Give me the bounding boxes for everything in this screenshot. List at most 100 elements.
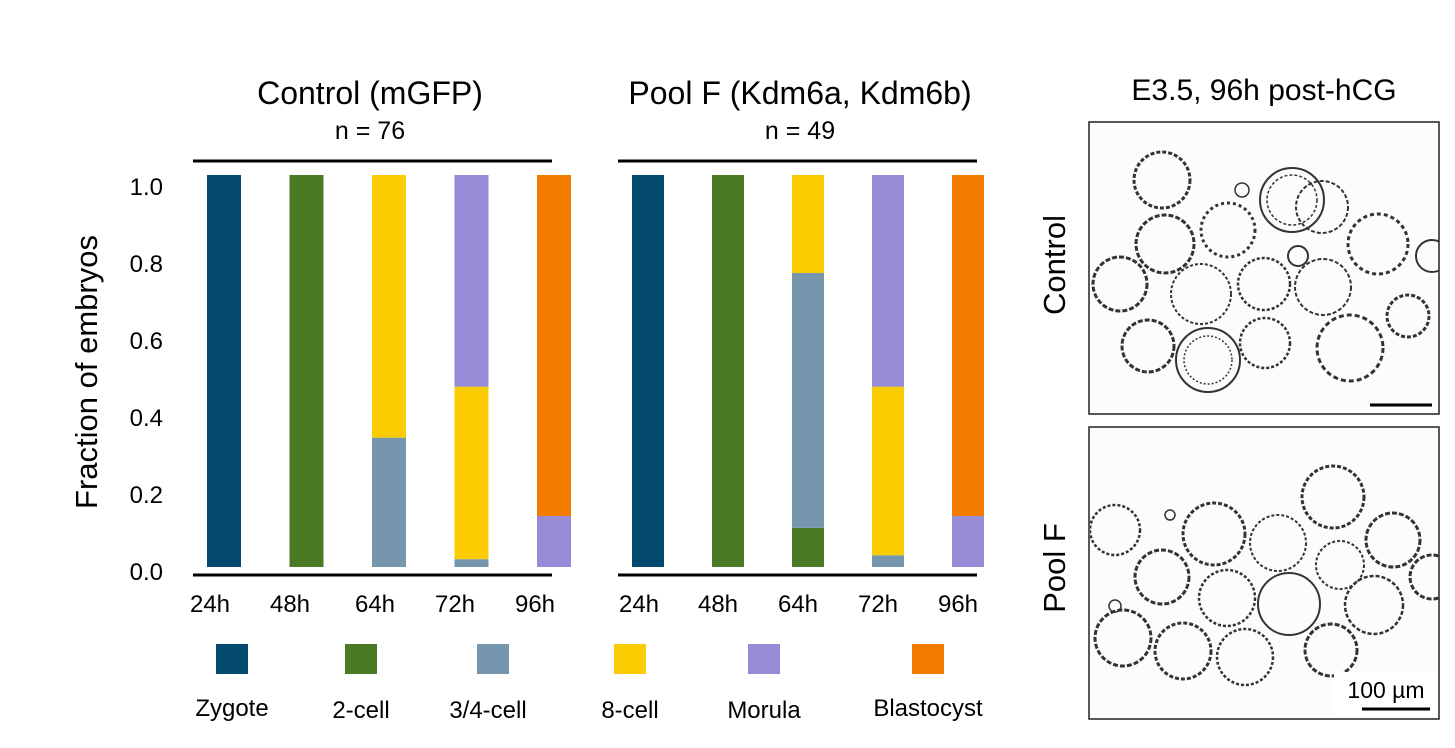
y-tick-label: 0.6 xyxy=(130,328,163,355)
micrograph-control xyxy=(1091,150,1439,393)
embryo xyxy=(1153,621,1213,681)
embryo xyxy=(1287,245,1309,267)
embryo xyxy=(1181,501,1247,567)
embryo xyxy=(1315,313,1385,383)
legend-swatch-zygote xyxy=(216,644,248,674)
embryo xyxy=(1303,622,1359,678)
x-tick-labels: 24h 48h 64h 72h 96h xyxy=(619,591,978,618)
embryo xyxy=(1234,182,1250,198)
bar-segment-8-cell-64h xyxy=(372,175,406,438)
legend-swatch-blastocyst xyxy=(912,644,944,674)
bar-segment-blastocyst-96h xyxy=(952,175,984,517)
bar-segment-3-4-cell-64h xyxy=(792,273,824,528)
x-tick-label: 24h xyxy=(619,591,659,618)
chart-title: Pool F (Kdm6a, Kdm6b) xyxy=(628,75,971,111)
bar-segment-3-4-cell-72h xyxy=(872,555,904,567)
bar-segment-3-4-cell-64h xyxy=(372,437,406,567)
x-tick-label: 96h xyxy=(938,591,978,618)
image-panels: E3.5, 96h post-hCG Control Pool F xyxy=(1037,74,1440,720)
embryo xyxy=(1108,599,1122,613)
legend-swatch-morula xyxy=(748,644,780,674)
images-title: E3.5, 96h post-hCG xyxy=(1131,74,1396,107)
y-tick-label: 0.4 xyxy=(130,405,163,432)
embryo xyxy=(1175,327,1241,393)
bars xyxy=(632,175,984,567)
embryo xyxy=(1257,572,1321,636)
embryo xyxy=(1300,464,1366,530)
bar-segment-morula-96h xyxy=(537,516,571,567)
chart-control: Control (mGFP) n = 76 24h 48h 64h 72h 96… xyxy=(190,75,571,618)
legend-label-zygote: Zygote xyxy=(195,695,268,722)
panel-label-pool-f: Pool F xyxy=(1037,523,1072,613)
embryo xyxy=(1238,316,1292,370)
y-tick-label: 0.8 xyxy=(130,251,163,278)
chart-subtitle: n = 76 xyxy=(335,117,405,145)
bar-segment-morula-72h xyxy=(454,175,489,387)
embryo xyxy=(1164,509,1176,521)
x-tick-label: 72h xyxy=(435,591,475,618)
bar-segment-8-cell-64h xyxy=(792,175,824,273)
legend-label-2-cell: 2-cell xyxy=(332,697,389,724)
embryo xyxy=(1236,256,1292,312)
embryo xyxy=(1249,514,1307,572)
embryo xyxy=(1266,174,1318,226)
bar-segment-8-cell-72h xyxy=(872,386,904,556)
embryo xyxy=(1183,335,1233,385)
x-tick-label: 48h xyxy=(698,591,738,618)
legend: Zygote 2-cell 3/4-cell 8-cell Morula Bla… xyxy=(195,644,983,724)
x-tick-label: 24h xyxy=(190,591,230,618)
micrograph-pool-f-frame xyxy=(1088,426,1440,720)
embryo xyxy=(1385,293,1431,339)
legend-label-8-cell: 8-cell xyxy=(601,697,658,724)
bar-segment-8-cell-72h xyxy=(454,386,489,560)
legend-swatch-2-cell xyxy=(345,644,377,674)
embryo xyxy=(1132,150,1192,210)
y-tick-label: 0.0 xyxy=(130,559,163,586)
bar-segment-2-cell-64h xyxy=(792,527,824,567)
embryo xyxy=(1346,212,1410,276)
x-tick-label: 64h xyxy=(355,591,395,618)
embryo xyxy=(1215,627,1275,687)
x-tick-label: 96h xyxy=(515,591,555,618)
embryo xyxy=(1364,511,1422,569)
legend-swatch-8-cell xyxy=(614,644,646,674)
x-tick-labels: 24h 48h 64h 72h 96h xyxy=(190,591,555,618)
embryo xyxy=(1134,213,1196,275)
chart-pool-f: Pool F (Kdm6a, Kdm6b) n = 49 24h 48h 64h… xyxy=(618,75,984,618)
y-tick-label: 0.2 xyxy=(130,482,163,509)
chart-title: Control (mGFP) xyxy=(257,75,483,111)
embryo xyxy=(1090,503,1142,557)
legend-swatch-3-4-cell xyxy=(477,644,509,674)
bar-segment-blastocyst-96h xyxy=(537,175,571,517)
embryo xyxy=(1093,608,1153,668)
embryo xyxy=(1315,540,1365,590)
embryo xyxy=(1259,167,1325,233)
bar-segment-morula-72h xyxy=(872,175,904,387)
embryo xyxy=(1091,255,1149,313)
micrograph-pool-f xyxy=(1090,464,1439,687)
bars xyxy=(207,175,571,567)
bar-segment-morula-96h xyxy=(952,516,984,567)
x-tick-label: 48h xyxy=(270,591,310,618)
bar-segment-zygote-24h xyxy=(207,175,241,567)
embryo xyxy=(1133,548,1191,606)
x-tick-label: 64h xyxy=(778,591,818,618)
legend-label-3-4-cell: 3/4-cell xyxy=(449,697,526,724)
bar-segment-2-cell-48h xyxy=(712,175,744,567)
y-tick-label: 1.0 xyxy=(130,174,163,201)
embryo xyxy=(1120,318,1176,374)
legend-label-blastocyst: Blastocyst xyxy=(873,695,983,722)
bar-segment-2-cell-48h xyxy=(289,175,324,567)
embryo xyxy=(1343,574,1405,636)
y-tick-labels: 0.0 0.2 0.4 0.6 0.8 1.0 xyxy=(130,174,163,586)
embryo xyxy=(1170,263,1232,325)
y-axis-label: Fraction of embryos xyxy=(69,235,104,509)
embryo xyxy=(1415,239,1439,273)
chart-subtitle: n = 49 xyxy=(765,117,835,145)
bar-segment-3-4-cell-72h xyxy=(454,559,489,567)
legend-label-morula: Morula xyxy=(727,697,801,724)
bar-segment-zygote-24h xyxy=(632,175,664,567)
embryo xyxy=(1199,201,1257,259)
x-tick-label: 72h xyxy=(858,591,898,618)
